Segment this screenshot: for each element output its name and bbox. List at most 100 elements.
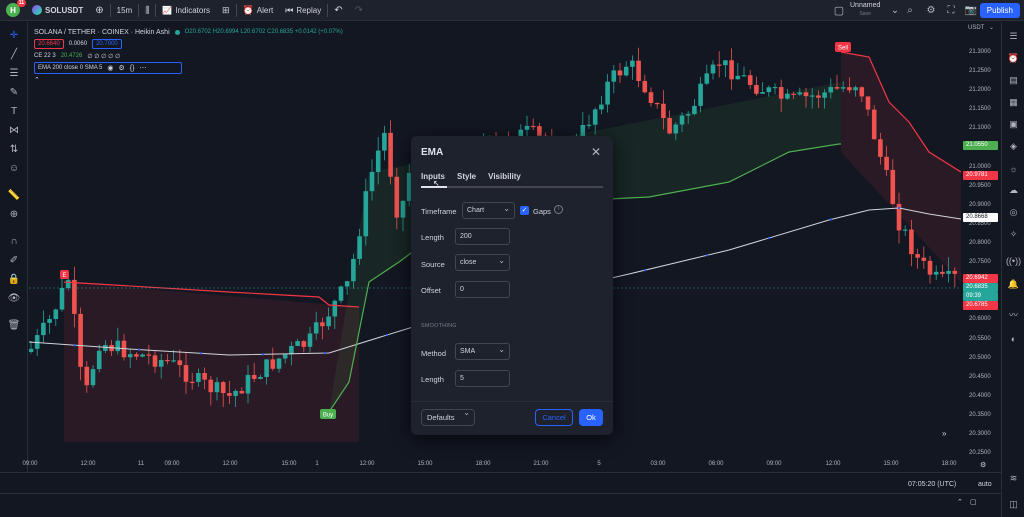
zoom-in-icon[interactable]: ⊕ <box>9 208 19 220</box>
text-icon[interactable]: T <box>10 105 18 117</box>
right-sidebar: ☰ ⏰ ▤ ▦ ▣ ◈ ☼ ☁ ◎ ✧ ((•)) 🔔 〰 ◐ ≋ ◫ <box>1001 22 1024 517</box>
buy-marker[interactable]: Buy <box>320 409 336 419</box>
auto-scale-button[interactable]: auto <box>978 481 992 488</box>
crosshair-icon[interactable]: ✛ <box>9 29 19 41</box>
ema-legend-row[interactable]: EMA 200 close 0 SMA 5 ◉ ⚙ {} ⋯ <box>34 62 182 74</box>
candle <box>165 353 170 365</box>
eye-icon[interactable]: ◉ <box>107 65 114 72</box>
cancel-button[interactable]: Cancel <box>535 409 573 426</box>
indicators-button[interactable]: 📈 Indicators <box>156 0 216 21</box>
source-select[interactable]: close <box>455 253 510 271</box>
chevron-down-icon[interactable]: ⌄ <box>890 4 900 16</box>
news-icon[interactable]: ◈ <box>1010 141 1017 151</box>
lock-icon[interactable]: 🔒 <box>7 273 21 285</box>
timeframe-select[interactable]: Chart <box>462 201 515 219</box>
pine-editor-icon[interactable]: 〰 <box>1008 310 1018 320</box>
layout-square-icon[interactable]: ▢ <box>833 4 845 17</box>
method-select[interactable]: SMA <box>455 342 510 360</box>
chat-icon[interactable]: ☁ <box>1009 185 1018 195</box>
eye-icon[interactable]: 👁 <box>7 292 21 304</box>
tab-inputs[interactable]: Inputs <box>421 172 445 181</box>
user-avatar[interactable]: H 11 <box>6 0 26 17</box>
chevron-up-icon[interactable]: ⌃ <box>957 499 963 506</box>
trading-panel-icon[interactable]: ◐ <box>1010 333 1017 344</box>
defaults-button[interactable]: Defaults <box>421 408 475 426</box>
price-tick: 20.8000 <box>969 240 991 246</box>
candle <box>654 102 660 109</box>
ema-indicator-label[interactable]: EMA 200 close 0 SMA 5 <box>38 65 103 71</box>
ce-indicator-label[interactable]: CE 22 3 <box>34 53 56 59</box>
hotlists-icon[interactable]: ▦ <box>1009 97 1018 107</box>
offset-input[interactable]: 0 <box>455 281 510 298</box>
pattern-icon[interactable]: ⋈ <box>9 124 19 136</box>
calendar-icon[interactable]: ▣ <box>1009 119 1018 129</box>
clock-time[interactable]: 07:05:20 (UTC) <box>908 481 957 488</box>
info-icon[interactable]: i <box>554 205 563 214</box>
more-icon[interactable]: ⋯ <box>139 65 147 72</box>
sell-marker[interactable]: Sell <box>835 42 851 52</box>
redo-button[interactable]: ↷ <box>349 0 369 21</box>
chart-type-button[interactable]: ⫼ <box>139 0 155 21</box>
symbol-search[interactable]: SOLUSDT <box>26 0 89 21</box>
prediction-icon[interactable]: ⇅ <box>9 143 19 155</box>
gear-icon[interactable]: ⚙ <box>926 4 936 16</box>
time-axis[interactable]: 09:00 12:00 11 09:00 12:00 15:00 1 12:00 15:00 18… <box>22 458 961 472</box>
bid-price[interactable]: 20.6640 <box>34 39 64 49</box>
alerts-clock-icon[interactable]: ⏰ <box>1007 53 1020 63</box>
price-scale[interactable]: USDT ⌄ 21.3000 21.2500 21.2000 21.1500 21.10… <box>961 22 1001 472</box>
layers-icon[interactable]: ◫ <box>1009 499 1018 509</box>
time-axis-settings-icon[interactable]: ⚙ <box>980 462 987 469</box>
close-icon[interactable]: ✕ <box>590 145 601 159</box>
candle <box>791 91 796 100</box>
fib-retracement-icon[interactable]: ☰ <box>9 67 19 79</box>
scroll-right-icon[interactable]: » <box>942 429 947 438</box>
brush-icon[interactable]: ✎ <box>9 86 19 98</box>
data-window-icon[interactable]: ▤ <box>1009 75 1018 85</box>
price-tick: 20.6000 <box>969 316 991 323</box>
chevron-down-icon[interactable]: ⌄ <box>989 25 995 31</box>
ok-button[interactable]: Ok <box>579 409 603 426</box>
source-code-icon[interactable]: {} <box>129 64 135 72</box>
collapse-legend-button[interactable]: ⌃ <box>34 77 40 84</box>
replay-button[interactable]: ⏮ Replay <box>279 0 327 21</box>
notifications-icon[interactable]: 🔔 <box>1007 279 1020 289</box>
broadcast-icon[interactable]: ((•)) <box>1005 255 1022 266</box>
watchlist-icon[interactable]: ☰ <box>1009 31 1018 41</box>
camera-icon[interactable]: 📷 <box>964 4 978 16</box>
magnet-icon[interactable]: ∩ <box>10 235 18 247</box>
ask-price[interactable]: 20.7000 <box>92 39 122 49</box>
fullscreen-icon[interactable]: ⛶ <box>947 4 955 16</box>
streams-icon[interactable]: ◎ <box>1009 207 1018 217</box>
help-icon[interactable]: ≋ <box>1009 473 1018 483</box>
symbol-title[interactable]: SOLANA / TETHER · COINEX · Heikin Ashi <box>34 28 170 36</box>
add-symbol-button[interactable]: ⊕ <box>89 0 109 21</box>
tab-style[interactable]: Style <box>457 172 477 181</box>
templates-button[interactable]: ⊞ <box>216 0 236 21</box>
trash-icon[interactable]: 🗑 <box>7 319 21 331</box>
length-input[interactable]: 200 <box>455 228 510 245</box>
candle <box>214 377 220 401</box>
settings-icon[interactable]: ⚙ <box>118 65 125 72</box>
ruler-icon[interactable]: 📏 <box>7 189 21 201</box>
search-icon[interactable]: ⌕ <box>907 4 913 16</box>
emoji-icon[interactable]: ☺ <box>8 162 20 174</box>
publish-button[interactable]: Publish <box>979 3 1020 18</box>
undo-button[interactable]: ↶ <box>328 0 348 21</box>
idea-icon[interactable]: ✧ <box>1009 229 1018 239</box>
currency-label[interactable]: USDT <box>968 25 985 31</box>
event-label: E <box>62 273 66 279</box>
price-tick: 20.8500 <box>969 220 991 227</box>
tab-visibility[interactable]: Visibility <box>488 172 521 181</box>
layout-name-button[interactable]: Unnamed Save <box>850 2 880 18</box>
event-marker[interactable]: E <box>60 270 69 279</box>
avatar-letter: H <box>10 5 16 15</box>
trend-line-icon[interactable]: ╱ <box>10 48 18 60</box>
ideas-bulb-icon[interactable]: ☼ <box>1009 163 1018 174</box>
smoothing-length-input[interactable]: 5 <box>455 370 510 387</box>
lock-pencil-icon[interactable]: ✐ <box>9 254 19 266</box>
ema-dot <box>767 236 771 240</box>
gaps-checkbox[interactable]: ✓ <box>520 206 529 215</box>
maximize-icon[interactable]: ▢ <box>970 499 977 506</box>
alert-button[interactable]: ⏰ Alert <box>237 0 280 21</box>
interval-button[interactable]: 15m <box>111 0 139 21</box>
